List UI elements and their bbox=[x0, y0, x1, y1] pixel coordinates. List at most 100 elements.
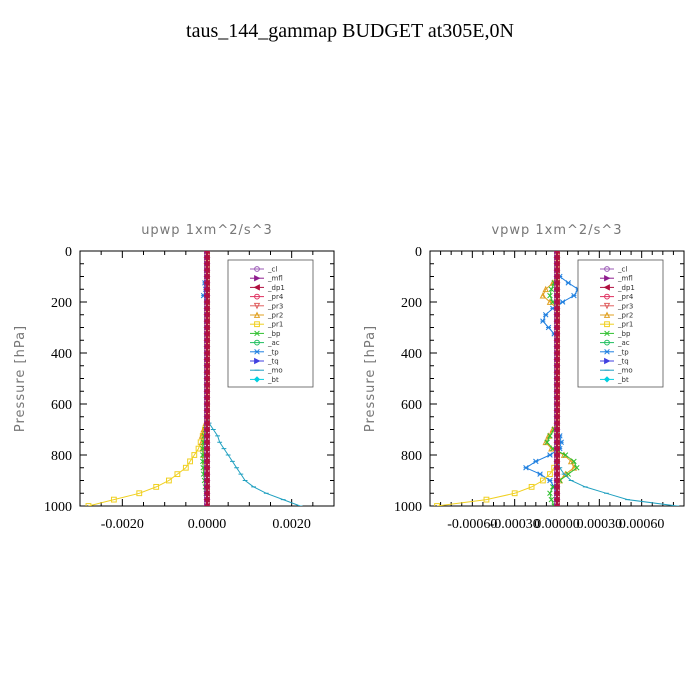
y-tick-label: 1000 bbox=[394, 500, 422, 515]
point_tp bbox=[571, 292, 577, 299]
x-tick-label: -0.0020 bbox=[101, 517, 144, 532]
legend-label: _pr3 bbox=[267, 302, 283, 310]
series_pr1 bbox=[85, 251, 210, 506]
point_pr1 bbox=[153, 483, 160, 490]
legend-label: _pr4 bbox=[617, 293, 634, 301]
legend-marker bbox=[254, 339, 260, 346]
point_dp1 bbox=[553, 356, 560, 363]
point_tp bbox=[533, 458, 539, 465]
series_dp1 bbox=[203, 251, 210, 506]
point_pr1 bbox=[191, 452, 198, 458]
legend-label: _bp bbox=[617, 330, 631, 338]
point_dp1 bbox=[203, 305, 210, 312]
point_tp bbox=[565, 280, 572, 286]
legend-marker bbox=[253, 311, 261, 318]
y-tick-label: 800 bbox=[51, 449, 72, 464]
point_dp1 bbox=[553, 324, 560, 331]
point_pr1 bbox=[195, 445, 202, 452]
point_dp1 bbox=[553, 343, 560, 350]
point_dp1 bbox=[203, 407, 210, 414]
legend-marker bbox=[254, 349, 260, 355]
point_pr2 bbox=[542, 285, 549, 293]
point_bp bbox=[547, 433, 553, 439]
point_dp1 bbox=[203, 394, 210, 401]
legend-label: _mfl bbox=[267, 275, 283, 283]
point_dp1 bbox=[553, 439, 560, 446]
point_bp bbox=[544, 439, 550, 446]
legend-label: _pr1 bbox=[267, 321, 283, 329]
point_pr1 bbox=[85, 503, 92, 506]
point_dp1 bbox=[203, 279, 210, 287]
legend-marker bbox=[254, 293, 260, 300]
legend-marker bbox=[604, 330, 610, 337]
point_dp1 bbox=[203, 413, 210, 420]
series_bp bbox=[544, 251, 580, 506]
point_pr1 bbox=[187, 458, 193, 465]
point_pr2 bbox=[567, 457, 575, 465]
point_tp bbox=[547, 452, 553, 458]
legend-label: _ac bbox=[617, 339, 630, 347]
legend-label: _mo bbox=[267, 367, 283, 375]
y-axis-label: Pressure [hPa] bbox=[13, 325, 28, 432]
point_pr1 bbox=[136, 490, 143, 497]
point_pr1 bbox=[511, 490, 518, 497]
y-tick-label: 400 bbox=[51, 347, 72, 362]
x-tick-label: -0.00030 bbox=[490, 517, 540, 532]
point_bp bbox=[571, 458, 577, 465]
point_dp1 bbox=[553, 337, 560, 344]
legend-label: _tp bbox=[617, 348, 629, 356]
series-line_pr1 bbox=[437, 251, 558, 506]
point_dp1 bbox=[553, 407, 560, 414]
point_dp1 bbox=[553, 432, 560, 440]
point_dp1 bbox=[553, 266, 560, 274]
point_dp1 bbox=[553, 426, 560, 433]
legend: _cl_mfl_dp1_pr4_pr3_pr2_pr1_bp_ac_tp_tq_… bbox=[227, 259, 314, 388]
point_dp1 bbox=[553, 490, 560, 497]
legend-label: _dp1 bbox=[267, 284, 285, 292]
point_dp1 bbox=[203, 426, 210, 433]
point_dp1 bbox=[203, 368, 210, 376]
point_dp1 bbox=[203, 266, 210, 274]
point_dp1 bbox=[203, 439, 210, 446]
point_dp1 bbox=[203, 451, 210, 459]
point_bp bbox=[547, 490, 553, 497]
point_dp1 bbox=[203, 330, 210, 338]
point_dp1 bbox=[553, 260, 560, 267]
point_dp1 bbox=[553, 368, 560, 376]
y-axis-label: Pressure [hPa] bbox=[363, 325, 378, 432]
legend-marker bbox=[253, 302, 261, 310]
x-tick-label: -0.00060 bbox=[447, 517, 497, 532]
legend-label: _tp bbox=[267, 348, 279, 356]
point_tp bbox=[523, 464, 529, 471]
point_tp bbox=[542, 311, 549, 318]
point_pr1 bbox=[182, 464, 189, 471]
point_bp bbox=[548, 286, 555, 293]
point_dp1 bbox=[203, 337, 210, 344]
legend-label: _bt bbox=[267, 376, 279, 384]
legend-label: _mo bbox=[617, 367, 633, 375]
legend-label: _bp bbox=[267, 330, 281, 338]
point_dp1 bbox=[553, 375, 560, 382]
point_dp1 bbox=[553, 292, 560, 299]
point_dp1 bbox=[553, 419, 560, 427]
point_dp1 bbox=[203, 311, 210, 318]
legend-label: _pr2 bbox=[617, 312, 633, 320]
point_dp1 bbox=[203, 292, 210, 299]
legend-marker bbox=[604, 321, 610, 328]
legend-marker bbox=[604, 339, 610, 346]
point_pr1 bbox=[434, 503, 440, 506]
y-tick-label: 200 bbox=[401, 296, 422, 311]
y-tick-label: 800 bbox=[401, 449, 422, 464]
point_pr2 bbox=[198, 432, 206, 439]
point_dp1 bbox=[553, 451, 560, 459]
point_dp1 bbox=[553, 362, 560, 369]
point_dp1 bbox=[553, 349, 560, 357]
point_dp1 bbox=[553, 477, 560, 484]
point_dp1 bbox=[553, 330, 560, 338]
legend-marker bbox=[603, 311, 611, 318]
legend-marker bbox=[604, 293, 610, 300]
plot-area bbox=[434, 251, 680, 506]
point_pr1 bbox=[483, 496, 490, 503]
x-tick-label: 0.0000 bbox=[188, 517, 227, 532]
legend-marker bbox=[254, 321, 260, 328]
